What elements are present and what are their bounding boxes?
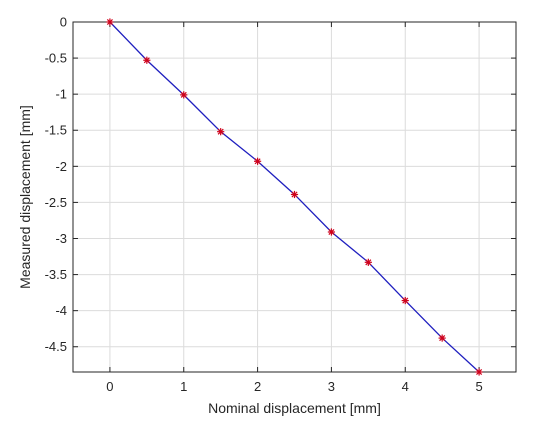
- data-point-marker: [475, 368, 483, 376]
- x-tick-label: 2: [254, 379, 261, 394]
- plot-area-frame: [72, 21, 517, 373]
- data-point-marker: [438, 334, 446, 342]
- x-tick-label: 4: [402, 379, 409, 394]
- data-point-marker: [290, 190, 299, 199]
- y-axis-ticks: 0 -0.5 -1 -1.5 -2 -2.5 -3 -3.5 -4 -4.5: [45, 15, 516, 354]
- x-axis-label: Nominal displacement [mm]: [208, 400, 381, 416]
- y-tick-label: 0: [60, 15, 67, 30]
- data-point-marker: [106, 18, 114, 26]
- data-point-marker: [327, 228, 336, 236]
- y-tick-label: -4: [55, 303, 67, 318]
- data-point-marker: [217, 128, 225, 136]
- data-point-marker: [364, 258, 372, 266]
- x-tick-label: 1: [180, 379, 187, 394]
- x-axis-ticks: 0 1 2 3 4 5: [106, 22, 483, 394]
- y-tick-label: -3.5: [45, 267, 67, 282]
- x-tick-label: 5: [475, 379, 482, 394]
- grid-lines: [73, 21, 516, 372]
- data-point-marker: [401, 296, 409, 305]
- x-tick-label: 0: [106, 379, 113, 394]
- y-tick-label: -3: [55, 231, 67, 246]
- x-tick-label: 3: [328, 379, 335, 394]
- data-point-marker: [143, 56, 151, 64]
- data-point-marker: [253, 157, 262, 165]
- series-group: [106, 18, 483, 376]
- y-tick-label: -2: [55, 159, 67, 174]
- y-tick-label: -4.5: [45, 339, 67, 354]
- data-point-marker: [180, 91, 188, 99]
- y-tick-label: -1.5: [45, 123, 67, 138]
- y-tick-label: -0.5: [45, 51, 67, 66]
- y-axis-label: Measured displacement [mm]: [17, 105, 33, 289]
- y-tick-label: -2.5: [45, 195, 67, 210]
- y-tick-label: -1: [55, 87, 67, 102]
